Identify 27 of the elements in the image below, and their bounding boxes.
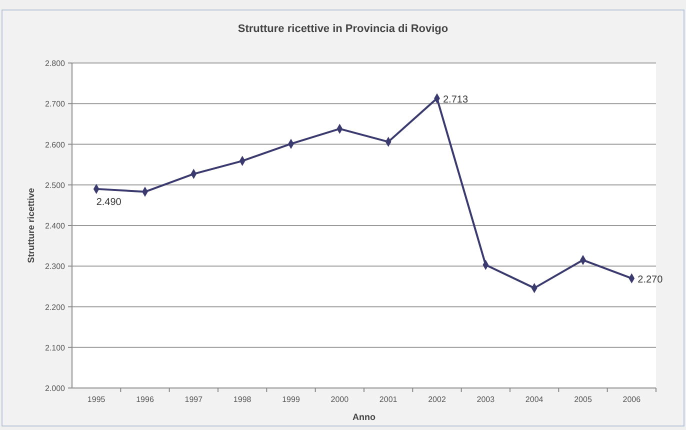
x-tick-label: 2002: [428, 395, 446, 404]
x-tick-label: 1996: [136, 395, 154, 404]
x-tick-label: 2005: [574, 395, 592, 404]
x-axis-title: Anno: [352, 412, 376, 422]
y-tick-label: 2.300: [44, 262, 66, 272]
y-axis-title: Strutture ricettive: [26, 188, 36, 264]
y-tick-label: 2.400: [44, 222, 66, 230]
x-tick-label: 1998: [233, 395, 252, 404]
x-tick-label: 1997: [184, 395, 204, 404]
x-tick-label: 2000: [330, 395, 350, 404]
y-tick-label: 2.100: [44, 343, 66, 352]
y-tick-label: 2.700: [44, 100, 66, 109]
y-tick-label: 2.600: [44, 140, 66, 150]
chart-title: Strutture ricettive in Provincia di Rovigo: [238, 23, 448, 35]
x-tick-label: 2004: [525, 395, 544, 404]
x-tick-label: 1995: [87, 395, 106, 404]
x-tick-label: 2001: [379, 395, 398, 404]
y-tick-label: 2.500: [44, 180, 66, 190]
x-tick-label: 2003: [476, 395, 496, 404]
x-tick-label: 1999: [282, 395, 300, 404]
x-tick-label: 2006: [622, 395, 642, 404]
data-label: 2.490: [96, 196, 122, 208]
y-tick-label: 2.200: [44, 302, 66, 312]
y-tick-label: 2.000: [44, 384, 66, 393]
data-label: 2.713: [443, 94, 468, 106]
data-label: 2.270: [638, 274, 664, 286]
y-tick-label: 2.800: [44, 59, 66, 68]
